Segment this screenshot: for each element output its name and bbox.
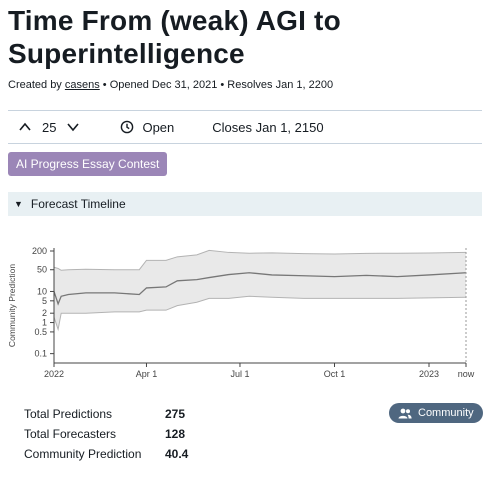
x-tick-label: Oct 1 bbox=[324, 369, 346, 379]
resolves-date: • Resolves Jan 1, 2200 bbox=[217, 79, 334, 91]
community-prediction-line bbox=[53, 272, 467, 306]
page-title: Time From (weak) AGI to Superintelligenc… bbox=[8, 5, 341, 69]
tag-badge[interactable]: AI Progress Essay Contest bbox=[8, 152, 168, 176]
stat-row: Total Forecasters 128 bbox=[24, 424, 188, 444]
downvote-chevron-icon[interactable] bbox=[66, 120, 80, 134]
vote-control: 25 bbox=[18, 120, 80, 135]
band-lower-edge bbox=[53, 295, 467, 332]
stats-list: Total Predictions 275 Total Forecasters 12… bbox=[24, 404, 188, 464]
x-tick-label: 2023 bbox=[419, 369, 439, 379]
y-tick-label: 10 bbox=[37, 286, 47, 296]
y-tick-label: 0.5 bbox=[34, 327, 47, 337]
forecast-timeline-label: Forecast Timeline bbox=[30, 197, 126, 211]
stat-value: 128 bbox=[165, 427, 186, 441]
band-upper-edge bbox=[53, 249, 467, 271]
stat-label: Total Predictions bbox=[24, 407, 113, 421]
forecast-timeline-header[interactable]: ▼ Forecast Timeline bbox=[8, 192, 482, 216]
y-axis-label: Community Prediction bbox=[7, 264, 17, 347]
x-tick-label: Jul 1 bbox=[230, 369, 249, 379]
question-toolbar: 25 Open Closes Jan 1, 2150 bbox=[8, 110, 482, 144]
created-prefix: Created by bbox=[8, 79, 65, 91]
y-tick-label: 50 bbox=[37, 265, 47, 275]
y-tick-label: 2 bbox=[42, 308, 47, 318]
y-tick-label: 200 bbox=[32, 246, 47, 256]
stat-row: Total Predictions 275 bbox=[24, 404, 188, 424]
upvote-chevron-icon[interactable] bbox=[18, 120, 32, 134]
x-tick-label: Apr 1 bbox=[136, 369, 158, 379]
y-tick-label: 1 bbox=[42, 318, 47, 328]
question-status: Open bbox=[120, 120, 174, 135]
opened-date: • Opened Dec 31, 2021 bbox=[99, 79, 218, 91]
author-link[interactable]: casens bbox=[64, 79, 100, 91]
question-meta: Created by casens • Opened Dec 31, 2021 … bbox=[8, 79, 333, 91]
confidence-band bbox=[54, 250, 466, 330]
x-tick-label: 2022 bbox=[44, 369, 64, 379]
status-label: Open bbox=[142, 119, 175, 135]
stat-label: Total Forecasters bbox=[24, 427, 117, 441]
vote-count: 25 bbox=[42, 119, 57, 135]
community-button-label: Community bbox=[418, 407, 474, 419]
y-tick-label: 0.1 bbox=[34, 349, 47, 359]
caret-down-icon: ▼ bbox=[14, 199, 23, 209]
y-tick-label: 5 bbox=[42, 296, 47, 306]
community-button[interactable]: Community bbox=[389, 403, 483, 423]
clock-icon bbox=[121, 120, 134, 134]
stat-value: 40.4 bbox=[165, 447, 189, 461]
x-tick-label: now bbox=[458, 369, 475, 379]
forecast-chart[interactable]: 200 50 105 210.5 0.1 2022 Apr 1 Jul 1 Oct 1 2023 n… bbox=[0, 243, 491, 383]
stat-value: 275 bbox=[165, 407, 186, 421]
stat-row: Community Prediction 40.4 bbox=[24, 444, 188, 464]
stat-label: Community Prediction bbox=[24, 447, 142, 461]
closes-date: Closes Jan 1, 2150 bbox=[212, 119, 324, 135]
users-icon bbox=[398, 408, 412, 418]
